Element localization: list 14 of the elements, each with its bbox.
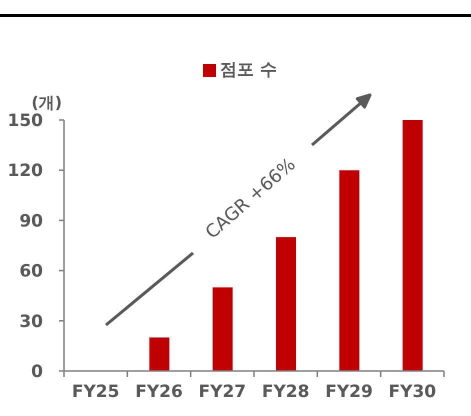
y-axis-title: (개) <box>31 93 62 112</box>
y-tick-label: 120 <box>8 161 44 182</box>
x-tick-label: FY26 <box>135 382 183 402</box>
y-tick-label: 30 <box>19 312 44 332</box>
legend-label: 점포 수 <box>220 60 277 80</box>
x-tick-label: FY30 <box>388 382 436 402</box>
x-tick-label: FY27 <box>198 382 246 402</box>
x-tick-label: FY25 <box>72 382 120 402</box>
y-tick-label: 90 <box>19 211 44 232</box>
x-tick-label: FY28 <box>262 382 310 402</box>
y-tick-label: 60 <box>19 262 44 282</box>
y-tick-label: 0 <box>31 362 44 382</box>
y-tick-label: 150 <box>8 111 44 132</box>
x-tick-label: FY29 <box>325 382 373 402</box>
